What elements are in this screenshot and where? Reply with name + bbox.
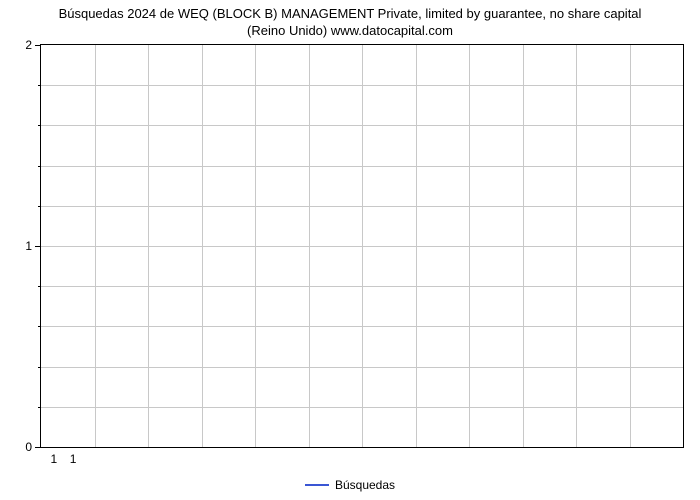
y-axis-label: 1 [25, 239, 32, 253]
grid-line-horizontal [41, 246, 683, 247]
legend-line [305, 484, 329, 486]
chart-title-line1: Búsquedas 2024 de WEQ (BLOCK B) MANAGEME… [59, 6, 642, 21]
plot-area: 01211 [40, 44, 684, 448]
y-axis-label: 0 [25, 440, 32, 454]
legend: Búsquedas [0, 478, 700, 492]
x-axis-label: 1 [50, 452, 57, 466]
y-axis-label: 2 [25, 38, 32, 52]
x-axis-label: 1 [70, 452, 77, 466]
grid-line-horizontal [41, 286, 683, 287]
y-axis-tick-minor [38, 367, 41, 368]
grid-line-horizontal [41, 326, 683, 327]
y-axis-tick-minor [38, 326, 41, 327]
grid-line-horizontal [41, 166, 683, 167]
grid-line-horizontal [41, 407, 683, 408]
y-axis-tick-minor [38, 206, 41, 207]
legend-label: Búsquedas [335, 478, 395, 492]
y-axis-tick-minor [38, 286, 41, 287]
y-axis-tick-minor [38, 407, 41, 408]
grid-line-horizontal [41, 367, 683, 368]
y-axis-tick-minor [38, 125, 41, 126]
y-axis-tick-minor [38, 166, 41, 167]
y-axis-tick-minor [38, 85, 41, 86]
grid-line-horizontal [41, 206, 683, 207]
grid-line-horizontal [41, 125, 683, 126]
y-axis-tick [35, 246, 41, 247]
chart-title-line2: (Reino Unido) www.datocapital.com [247, 23, 453, 38]
chart-title: Búsquedas 2024 de WEQ (BLOCK B) MANAGEME… [0, 6, 700, 40]
y-axis-tick [35, 45, 41, 46]
y-axis-tick [35, 447, 41, 448]
grid-line-horizontal [41, 85, 683, 86]
